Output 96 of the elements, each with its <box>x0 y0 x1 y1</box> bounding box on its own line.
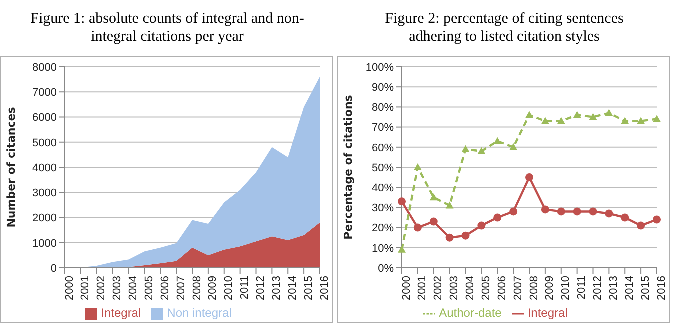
y-axis-title: Number of citances <box>4 106 18 228</box>
x-tick-label: 2004 <box>464 276 477 300</box>
x-tick-label: 2000 <box>400 276 413 300</box>
point <box>605 109 614 116</box>
y-tick-label: 3000 <box>32 188 57 200</box>
y-tick-label: 70% <box>372 122 394 134</box>
x-tick-label: 2015 <box>302 276 315 300</box>
x-tick-label: 2001 <box>80 276 92 300</box>
legend-label: Integral <box>528 306 568 320</box>
chart-title: Figure 2: percentage of citing sentences adhering to listed citation styles <box>384 10 625 47</box>
y-tick-label: 80% <box>372 102 394 114</box>
x-tick-label: 2003 <box>112 276 124 300</box>
x-tick-label: 2012 <box>592 276 604 300</box>
x-tick-label: 2014 <box>624 276 636 300</box>
point <box>637 117 646 124</box>
x-tick-label: 2010 <box>560 276 572 300</box>
point <box>430 194 438 201</box>
x-tick-label: 2005 <box>143 276 156 300</box>
y-tick-label: 4000 <box>32 162 57 174</box>
y-tick-label: 20% <box>372 222 394 235</box>
point <box>637 222 646 230</box>
x-tick-label: 2012 <box>255 276 268 300</box>
point <box>573 208 582 216</box>
y-tick-label: 8000 <box>32 62 57 74</box>
x-tick-label: 2011 <box>576 276 588 300</box>
y-tick-label: 40% <box>372 182 394 195</box>
point <box>589 113 598 120</box>
point <box>621 214 630 222</box>
point <box>653 216 661 224</box>
point <box>589 208 598 216</box>
x-tick-label: 2013 <box>608 276 620 300</box>
x-tick-label: 2003 <box>448 276 461 300</box>
x-tick-label: 2005 <box>480 276 492 300</box>
point <box>526 111 534 118</box>
x-tick-label: 2006 <box>159 276 172 300</box>
x-tick-label: 2002 <box>96 276 108 300</box>
point <box>573 111 582 118</box>
point <box>478 147 486 154</box>
y-tick-label: 60% <box>372 142 394 154</box>
legend-label: Integral <box>101 306 142 320</box>
y-axis-title: Percentage of citations <box>342 94 355 240</box>
point <box>557 208 566 216</box>
point <box>462 232 470 240</box>
x-tick-label: 2000 <box>64 276 76 300</box>
x-tick-label: 2010 <box>223 276 236 300</box>
x-tick-label: 2006 <box>496 276 508 300</box>
y-tick-label: 1000 <box>32 238 57 250</box>
point <box>653 115 661 122</box>
x-tick-label: 2014 <box>286 276 299 300</box>
y-tick-label: 6000 <box>32 112 57 124</box>
x-tick-label: 2016 <box>656 276 668 300</box>
y-tick-label: 10% <box>372 242 394 255</box>
point <box>398 198 406 206</box>
x-tick-label: 2008 <box>191 276 204 300</box>
y-tick-label: 50% <box>372 162 394 174</box>
x-tick-label: 2009 <box>207 276 220 300</box>
point <box>621 117 630 124</box>
x-tick-label: 2007 <box>175 276 188 300</box>
chart-title: Figure 1: absolute counts of integral and non-integral citations per year <box>30 10 306 47</box>
point <box>414 224 422 232</box>
y-tick-label: 100% <box>366 62 394 74</box>
x-tick-label: 2008 <box>528 276 540 300</box>
x-tick-label: 2009 <box>544 276 556 300</box>
y-tick-label: 2000 <box>32 212 57 225</box>
point <box>541 117 550 124</box>
point <box>510 208 518 216</box>
point <box>430 218 438 226</box>
legend-label: Author-date <box>439 306 502 320</box>
point <box>541 206 550 214</box>
x-tick-label: 2007 <box>512 276 524 300</box>
point <box>446 202 454 209</box>
x-tick-label: 2011 <box>239 276 252 300</box>
point <box>414 164 422 170</box>
point <box>494 214 502 222</box>
x-tick-label: 2004 <box>128 276 140 300</box>
x-tick-label: 2001 <box>416 276 429 300</box>
point <box>462 145 470 152</box>
x-tick-label: 2015 <box>640 276 652 300</box>
point <box>526 174 534 182</box>
point <box>557 117 566 124</box>
x-tick-label: 2016 <box>318 276 331 300</box>
point <box>510 143 518 150</box>
x-tick-label: 2002 <box>432 276 445 300</box>
y-tick-label: 30% <box>372 202 394 215</box>
x-tick-label: 2013 <box>270 276 283 300</box>
point <box>398 246 406 253</box>
point <box>478 222 486 230</box>
y-tick-label: 0 <box>50 262 57 275</box>
legend-label: Non integral <box>167 306 232 320</box>
point <box>494 137 502 144</box>
point <box>446 234 454 242</box>
point <box>605 210 614 218</box>
y-tick-label: 5000 <box>32 137 57 150</box>
y-tick-label: 0% <box>378 262 394 275</box>
y-tick-label: 90% <box>372 82 394 94</box>
y-tick-label: 7000 <box>32 87 57 100</box>
